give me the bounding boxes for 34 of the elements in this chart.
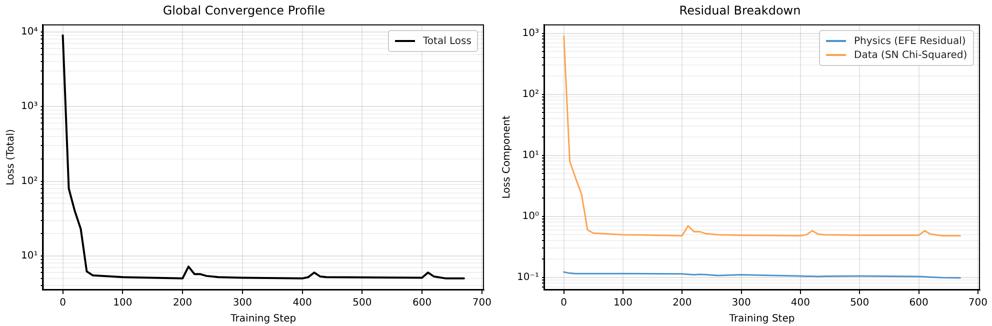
y-tick-label: 10² — [21, 176, 38, 187]
y-tick-label: 10⁻¹ — [516, 272, 540, 283]
x-tick-label: 600 — [412, 298, 432, 309]
x-tick-label: 0 — [60, 298, 66, 309]
x-axis-title: Training Step — [728, 314, 795, 325]
y-tick-label: 10³ — [21, 101, 38, 112]
legend-label: Physics (EFE Residual) — [854, 36, 966, 47]
y-tick-label: 10² — [522, 88, 540, 100]
x-tick-label: 600 — [909, 298, 928, 309]
y-tick-label: 10¹ — [522, 150, 540, 161]
y-tick-label: 10⁴ — [21, 26, 38, 38]
x-tick-label: 400 — [790, 298, 810, 309]
x-tick-label: 700 — [472, 298, 492, 309]
chart-title: Global Convergence Profile — [162, 3, 326, 18]
chart-title: Residual Breakdown — [679, 3, 801, 18]
x-tick-label: 500 — [850, 298, 870, 309]
y-axis-title: Loss Component — [502, 116, 513, 199]
x-axis-title: Training Step — [230, 314, 296, 325]
x-tick-label: 700 — [968, 298, 988, 309]
legend-label: Total Loss — [423, 36, 472, 47]
x-tick-label: 0 — [560, 298, 568, 309]
x-tick-label: 200 — [672, 298, 692, 309]
x-tick-label: 400 — [292, 298, 312, 309]
y-axis-title: Loss (Total) — [6, 128, 17, 186]
x-tick-label: 100 — [113, 298, 132, 309]
x-tick-label: 500 — [352, 298, 372, 309]
y-tick-label: 10⁰ — [522, 210, 540, 222]
x-tick-label: 100 — [613, 298, 633, 309]
x-tick-label: 300 — [732, 298, 751, 309]
x-tick-label: 200 — [172, 298, 192, 309]
y-tick-label: 10¹ — [21, 250, 38, 262]
x-tick-label: 300 — [232, 298, 252, 309]
legend-label: Data (SN Chi-Squared) — [854, 50, 968, 61]
y-tick-label: 10³ — [522, 28, 540, 39]
